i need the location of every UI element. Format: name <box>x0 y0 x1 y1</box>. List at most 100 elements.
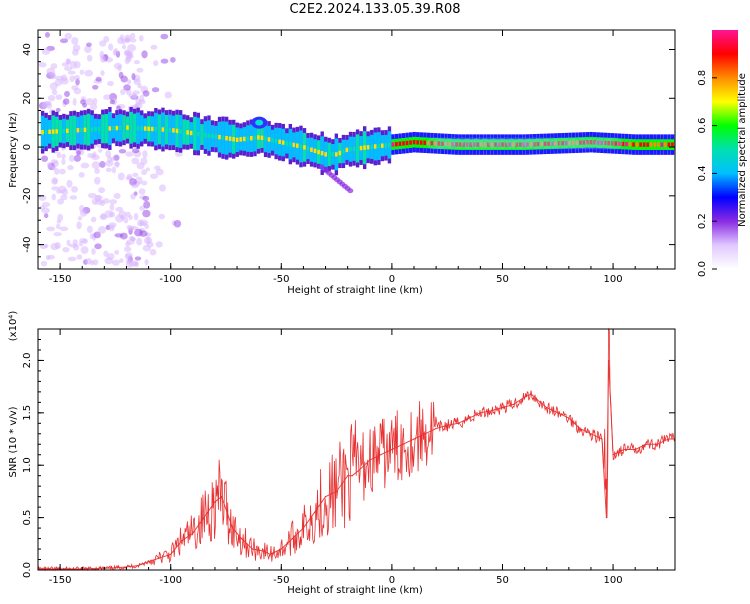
spectrogram-noise-cell <box>141 180 148 186</box>
spectrogram-core <box>48 129 51 134</box>
spectrogram-noise-cell <box>69 75 75 83</box>
spectrogram-halo <box>594 137 615 150</box>
spectrogram-core <box>51 129 55 134</box>
spectrogram-core <box>303 145 306 150</box>
spectrogram-noise-cell <box>56 151 62 159</box>
spectrogram-noise-cell <box>77 216 83 221</box>
spectrogram-noise-cell <box>130 38 137 43</box>
spectrogram-x-axis-label: Height of straight line (km) <box>287 285 423 296</box>
spectrogram-core <box>561 141 565 146</box>
spectrogram-core <box>334 152 338 157</box>
spectrogram-core <box>497 142 501 147</box>
spectrogram-noise-cell <box>71 186 78 193</box>
spectrogram-halo <box>496 137 517 150</box>
spectrogram-noise-cell <box>121 44 127 50</box>
spectrogram-core <box>200 132 204 137</box>
spectrogram-halo <box>567 137 588 150</box>
spectrogram-core <box>554 141 557 146</box>
spectrogram-noise-cell <box>46 161 53 169</box>
spectrogram-noise-cell <box>117 64 122 72</box>
spectrogram-noise-cell <box>72 239 78 246</box>
spectrogram-core <box>653 142 657 147</box>
spectrogram-noise-cell <box>108 43 114 51</box>
spectrogram-core <box>101 126 104 132</box>
spectrogram-y-tick-label: -20 <box>22 188 33 204</box>
spectrogram-core <box>242 136 246 142</box>
snr-data-point <box>490 410 493 412</box>
spectrogram-noise-cell <box>62 247 70 253</box>
spectrogram-core <box>257 135 260 140</box>
spectrogram-core <box>140 126 143 131</box>
spectrogram-noise-cell <box>94 243 102 250</box>
spectrogram-noise-cell <box>119 232 128 240</box>
spectrogram-noise-cell <box>130 236 136 242</box>
snr-y-tick-label: 2.0 <box>22 352 33 368</box>
spectrogram-core <box>281 140 285 145</box>
spectrogram-noise-cell <box>123 216 129 224</box>
spectrogram-core <box>550 141 554 146</box>
spectrogram-noise-cell <box>73 154 82 162</box>
spectrogram-noise-cell <box>50 72 57 80</box>
snr-data-point <box>523 396 526 398</box>
spectrogram-noise-cell <box>155 168 164 176</box>
spectrogram-noise-cell <box>91 161 101 169</box>
spectrogram-core <box>533 142 536 147</box>
snr-x-tick-label: -50 <box>273 575 289 586</box>
snr-data-point <box>302 527 305 529</box>
spectrogram-core <box>122 125 126 130</box>
snr-data-point <box>358 469 360 472</box>
spectrogram-core <box>221 135 225 140</box>
spectrogram-noise-cell <box>144 259 149 265</box>
spectrogram-noise-cell <box>142 150 148 159</box>
spectrogram-core <box>296 143 299 148</box>
snr-data-point <box>269 553 271 555</box>
spectrogram-noise-cell <box>92 259 99 266</box>
spectrogram-core <box>465 142 469 147</box>
spectrogram-noise-cell <box>85 257 93 265</box>
spectrogram-core <box>44 129 48 135</box>
spectrogram-noise-cell <box>54 242 61 250</box>
colorbar-tick-label: 0.0 <box>697 261 708 277</box>
spectrogram-noise-cell <box>50 159 59 165</box>
spectrogram-core <box>671 142 674 147</box>
spectrogram-noise-cell <box>69 195 78 200</box>
colorbar-label: Normalized spectral amplitude <box>737 73 748 227</box>
spectrogram-noise-cell <box>69 154 75 163</box>
spectrogram-x-tick-label: 0 <box>389 274 395 285</box>
spectrogram-noise-cell <box>60 194 68 201</box>
snr-data-point <box>667 438 669 440</box>
spectrogram-core <box>211 133 214 139</box>
spectrogram-halo <box>549 137 570 150</box>
snr-data-point <box>446 424 448 426</box>
snr-data-point <box>608 359 610 362</box>
snr-y-axis-label: SNR (10 * v/v) <box>8 406 19 477</box>
spectrogram-core <box>547 141 550 146</box>
spectrogram-noise-cell <box>94 168 100 174</box>
spectrogram-halo <box>479 137 500 150</box>
spectrogram-core <box>147 126 150 131</box>
spectrogram-noise-cell <box>118 149 127 154</box>
spectrogram-core <box>448 141 451 147</box>
spectrogram-noise-cell <box>51 89 58 96</box>
spectrogram-core <box>660 142 664 147</box>
spectrogram-core <box>196 131 200 137</box>
spectrogram-noise-cell <box>99 50 105 59</box>
spectrogram-core <box>494 142 497 147</box>
spectrogram-noise-cell <box>131 157 140 165</box>
spectrogram-core <box>331 152 335 157</box>
spectrogram-noise-cell <box>98 187 106 194</box>
spectrogram-noise-cell <box>105 150 112 158</box>
spectrogram-noise-cell <box>88 192 97 199</box>
snr-data-point <box>232 527 234 529</box>
spectrogram-core <box>55 129 58 134</box>
spectrogram-core <box>345 147 349 153</box>
snr-x-tick-label: -100 <box>159 575 182 586</box>
spectrogram-core <box>416 140 419 145</box>
spectrogram-core <box>207 133 211 138</box>
colorbar-tick-label: 0.2 <box>697 213 708 229</box>
spectrogram-noise-cell <box>103 35 110 43</box>
spectrogram-core <box>600 140 603 145</box>
spectrogram-noise-cell <box>142 195 150 202</box>
spectrogram-noise-cell <box>61 188 69 196</box>
spectrogram-core <box>62 128 66 134</box>
